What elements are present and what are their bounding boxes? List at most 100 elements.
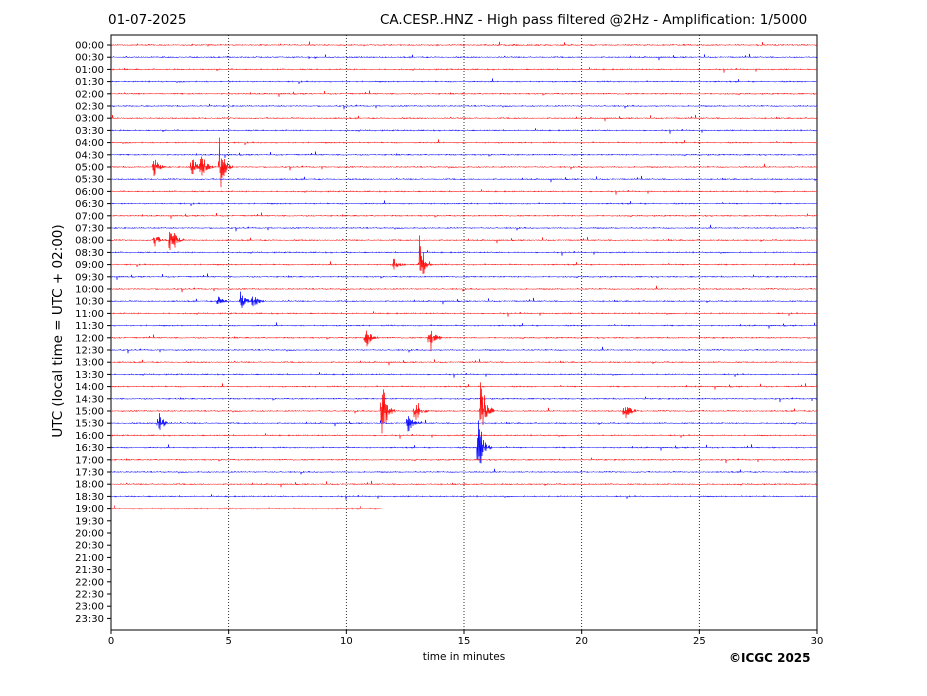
trace-11:00 xyxy=(110,311,818,317)
y-tick-label: 12:30 xyxy=(75,346,104,357)
y-tick-label: 09:30 xyxy=(75,272,104,283)
trace-08:00 xyxy=(110,231,818,251)
y-tick-label: 04:30 xyxy=(75,150,104,161)
y-tick-label: 20:30 xyxy=(75,541,104,552)
x-tick-label: 0 xyxy=(108,636,114,647)
x-tick-label: 25 xyxy=(693,636,706,647)
y-tick-label: 19:00 xyxy=(75,504,104,515)
trace-02:30 xyxy=(110,103,818,110)
y-tick-label: 05:30 xyxy=(75,175,104,186)
y-tick-label: 17:30 xyxy=(75,468,104,479)
trace-19:00 xyxy=(111,505,382,511)
trace-15:30 xyxy=(110,413,818,432)
y-tick-label: 01:00 xyxy=(75,65,104,76)
trace-02:00 xyxy=(110,90,818,97)
trace-10:00 xyxy=(110,285,818,293)
trace-05:00 xyxy=(110,137,818,188)
y-tick-label: 08:30 xyxy=(75,248,104,259)
trace-14:30 xyxy=(110,396,818,403)
copyright-notice: ©ICGC 2025 xyxy=(729,651,811,665)
y-tick-label: 07:30 xyxy=(75,224,104,235)
y-tick-label: 09:00 xyxy=(75,260,104,271)
trace-13:30 xyxy=(110,372,818,378)
trace-14:00 xyxy=(110,383,818,390)
y-tick-label: 07:00 xyxy=(75,211,104,222)
y-tick-label: 00:00 xyxy=(75,41,104,52)
y-tick-label: 13:30 xyxy=(75,370,104,381)
y-axis-label: UTC (local time = UTC + 02:00) xyxy=(50,224,66,437)
y-tick-label: 21:00 xyxy=(75,553,104,564)
y-tick-label: 05:00 xyxy=(75,163,104,174)
trace-15:00 xyxy=(110,382,818,434)
trace-07:30 xyxy=(110,224,818,232)
x-tick-label: 10 xyxy=(340,636,353,647)
y-tick-label: 16:00 xyxy=(75,431,104,442)
trace-16:00 xyxy=(111,433,818,439)
x-tick-label: 5 xyxy=(225,636,231,647)
trace-04:30 xyxy=(110,151,818,158)
seismic-traces xyxy=(110,41,818,511)
trace-10:30 xyxy=(110,291,818,308)
y-tick-label: 23:30 xyxy=(75,614,104,625)
trace-03:30 xyxy=(110,128,818,134)
y-tick-label: 14:00 xyxy=(75,382,104,393)
x-tick-label: 15 xyxy=(458,636,471,647)
trace-01:00 xyxy=(111,67,818,73)
chart-date: 01-07-2025 xyxy=(108,12,187,28)
y-tick-label: 18:30 xyxy=(75,492,104,503)
trace-08:30 xyxy=(110,250,818,256)
y-tick-label: 11:30 xyxy=(75,321,104,332)
trace-17:30 xyxy=(110,468,818,475)
y-tick-label: 18:00 xyxy=(75,480,104,491)
trace-05:30 xyxy=(110,175,818,183)
y-tick-label: 06:30 xyxy=(75,199,104,210)
y-tick-label: 11:00 xyxy=(75,309,104,320)
y-tick-label: 06:00 xyxy=(75,187,104,198)
trace-09:30 xyxy=(110,273,818,280)
trace-09:00 xyxy=(110,235,818,274)
axis-ticks xyxy=(107,44,818,634)
y-tick-label: 03:30 xyxy=(75,126,104,137)
y-tick-label: 17:00 xyxy=(75,455,104,466)
trace-03:00 xyxy=(110,114,818,122)
y-tick-label: 15:30 xyxy=(75,419,104,430)
trace-13:00 xyxy=(110,358,818,366)
trace-01:30 xyxy=(110,78,818,85)
y-tick-label: 21:30 xyxy=(75,565,104,576)
y-tick-label: 03:00 xyxy=(75,114,104,125)
y-tick-label: 01:30 xyxy=(75,77,104,88)
trace-11:30 xyxy=(110,322,818,329)
y-tick-label: 04:00 xyxy=(75,138,104,149)
x-axis-label: time in minutes xyxy=(423,651,505,663)
y-tick-label: 08:00 xyxy=(75,236,104,247)
trace-18:30 xyxy=(110,494,818,500)
y-tick-label: 16:30 xyxy=(75,443,104,454)
trace-17:00 xyxy=(110,457,818,464)
trace-16:30 xyxy=(110,420,818,464)
trace-06:00 xyxy=(110,189,818,195)
y-tick-label: 02:00 xyxy=(75,89,104,100)
y-tick-label: 12:00 xyxy=(75,333,104,344)
y-tick-label: 15:00 xyxy=(75,407,104,418)
chart-title: CA.CESP..HNZ - High pass filtered @2Hz -… xyxy=(380,12,808,28)
y-tick-label: 22:30 xyxy=(75,590,104,601)
y-tick-label: 19:30 xyxy=(75,516,104,527)
trace-18:00 xyxy=(110,480,818,488)
trace-06:30 xyxy=(110,200,818,207)
y-tick-label: 20:00 xyxy=(75,529,104,540)
x-tick-label: 30 xyxy=(811,636,824,647)
x-tick-label: 20 xyxy=(575,636,588,647)
y-tick-label: 02:30 xyxy=(75,102,104,113)
y-tick-label: 10:00 xyxy=(75,285,104,296)
trace-12:00 xyxy=(110,330,818,352)
y-tick-label: 13:00 xyxy=(75,358,104,369)
trace-00:00 xyxy=(110,41,818,48)
y-tick-label: 14:30 xyxy=(75,394,104,405)
y-tick-label: 23:00 xyxy=(75,602,104,613)
trace-12:30 xyxy=(111,346,818,354)
trace-00:30 xyxy=(110,53,818,61)
trace-04:00 xyxy=(110,139,818,146)
grid-lines xyxy=(228,35,700,630)
